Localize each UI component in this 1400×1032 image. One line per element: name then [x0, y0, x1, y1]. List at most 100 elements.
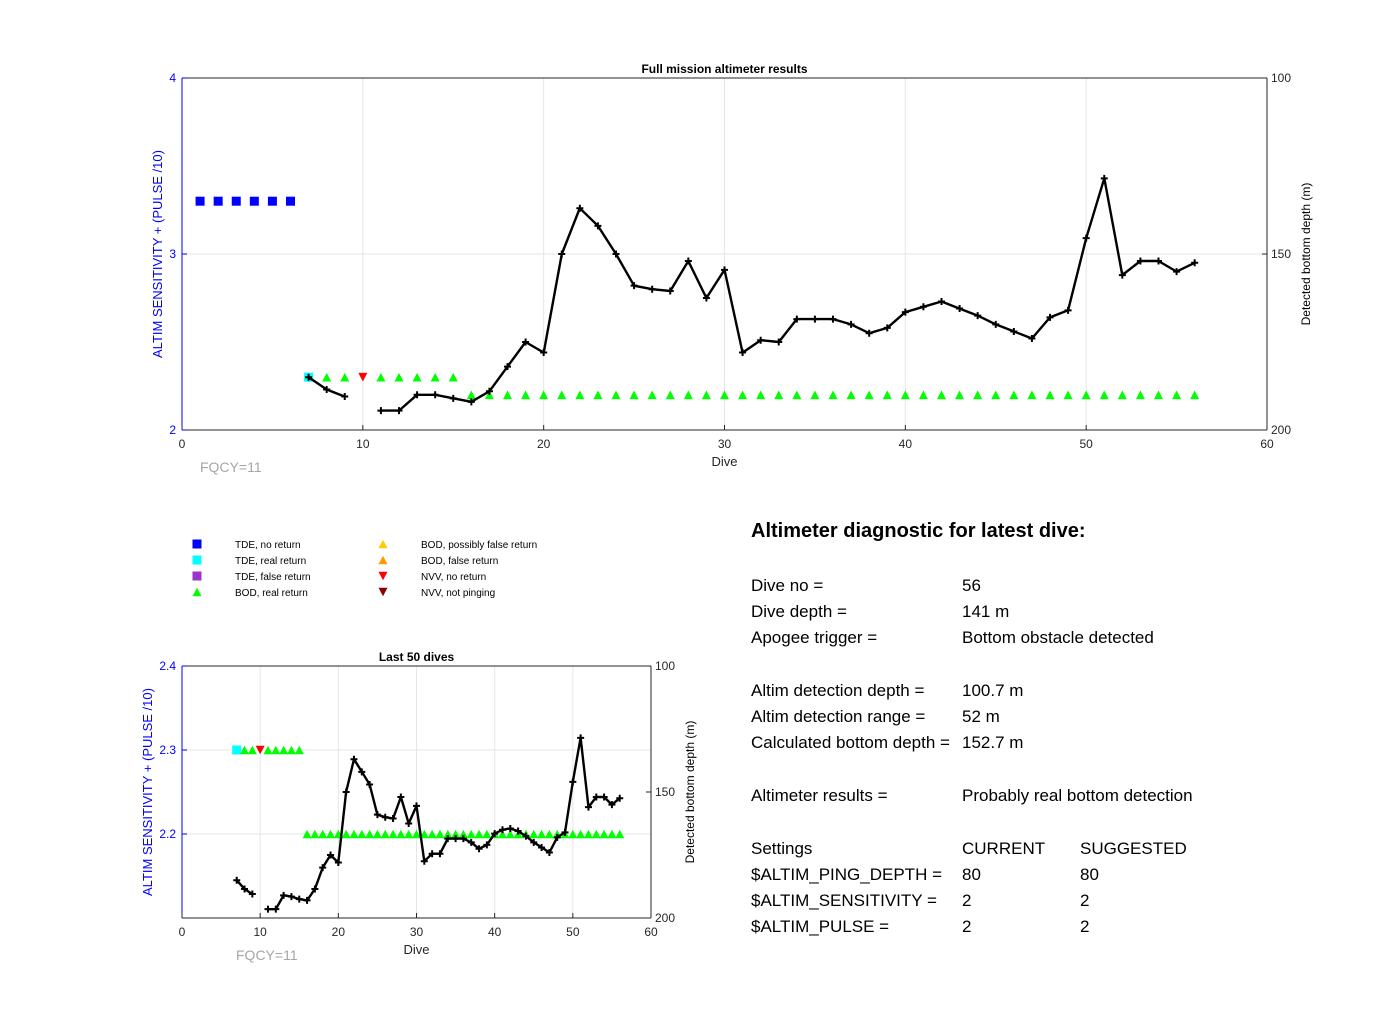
y-tick-label: 4	[169, 71, 176, 85]
bottom-depth-point	[504, 363, 511, 371]
data-point	[557, 390, 567, 400]
bottom-depth-point	[883, 324, 891, 332]
bottom-depth-point	[405, 820, 413, 827]
x-tick-label: 60	[1260, 437, 1274, 451]
bottom-depth-point	[311, 885, 319, 893]
bottom-depth-point	[775, 338, 783, 346]
data-point	[404, 829, 414, 839]
chart-full-mission: 0 10 20 30 40 50 60 2 3 4 100 150 200 Full mission al…	[150, 62, 1313, 475]
data-point	[458, 829, 468, 839]
bottom-depth-point	[358, 768, 366, 776]
legend-marker	[192, 539, 202, 549]
x-axis-label: Dive	[403, 942, 429, 957]
bottom-depth-point	[381, 813, 389, 821]
data-point	[575, 390, 585, 400]
bottom-depth-point	[449, 394, 457, 402]
x-tick-label: 20	[537, 437, 551, 451]
y2-tick-label: 200	[655, 911, 675, 925]
detection-depth-label: Altim detection depth =	[751, 681, 925, 700]
data-point	[593, 390, 603, 400]
data-point	[647, 390, 657, 400]
y2-tick-label: 150	[655, 785, 675, 799]
y2-axis-label: Detected bottom depth (m)	[683, 721, 697, 864]
bottom-depth-point	[630, 282, 638, 290]
bottom-depth-point	[1100, 174, 1108, 182]
data-point	[529, 829, 539, 839]
y2-axis-label: Detected bottom depth (m)	[1299, 183, 1313, 326]
bottom-depth-point	[467, 838, 475, 846]
apogee-trigger-label: Apogee trigger =	[751, 628, 878, 647]
bottom-depth-point	[459, 835, 467, 843]
bottom-depth-point	[577, 734, 585, 742]
data-point	[232, 745, 242, 755]
data-point	[576, 829, 586, 839]
bottom-depth-point	[395, 407, 403, 415]
data-point	[828, 390, 838, 400]
bottom-depth-point	[569, 778, 577, 786]
data-point	[537, 829, 547, 839]
bottom-depth-point	[428, 850, 436, 858]
data-point	[1027, 390, 1037, 400]
bottom-depth-point	[612, 250, 620, 258]
bottom-depth-point	[334, 859, 342, 867]
ping-depth-suggested: 80	[1080, 865, 1099, 884]
bottom-depth-point	[287, 893, 295, 901]
data-point	[412, 829, 421, 839]
data-point	[255, 745, 265, 755]
bottom-depth-point	[721, 266, 728, 274]
legend: TDE, no return TDE, real return TDE, false…	[192, 539, 537, 599]
data-point	[544, 829, 554, 839]
data-point	[521, 390, 531, 400]
data-point	[629, 390, 639, 400]
data-point	[435, 829, 445, 839]
legend-label: NVV, not pinging	[421, 588, 495, 599]
bottom-depth-point	[600, 793, 608, 801]
data-point	[430, 372, 440, 382]
data-point	[249, 196, 259, 206]
y-axis-label: ALTIM SENSITIVITY + (PULSE /10)	[140, 688, 155, 896]
data-point	[394, 372, 404, 382]
data-point	[443, 829, 453, 839]
grid-lines	[182, 78, 1267, 430]
ping-depth-current: 80	[962, 865, 981, 884]
bottom-depth-point	[233, 876, 241, 884]
legend-item-nvv-not-pinging: NVV, not pinging	[378, 587, 495, 599]
data-point	[286, 745, 296, 755]
x-tick-label: 20	[332, 925, 346, 939]
bottom-depth-point	[1046, 313, 1054, 321]
bottom-depth-point	[436, 850, 444, 858]
data-point	[267, 196, 277, 206]
bottom-depth-point	[323, 386, 331, 394]
settings-suggested-header: SUGGESTED	[1080, 839, 1187, 858]
legend-label: BOD, real return	[235, 588, 308, 599]
data-point	[864, 390, 874, 400]
bottom-depth-point	[305, 373, 313, 381]
data-point	[213, 196, 223, 206]
bottom-depth-point	[341, 393, 349, 401]
dive-no-label: Dive no =	[751, 576, 824, 595]
x-tick-label: 30	[718, 437, 732, 451]
data-point	[271, 745, 281, 755]
pulse-label: $ALTIM_PULSE =	[751, 917, 890, 936]
data-point	[279, 745, 289, 755]
data-point	[882, 390, 892, 400]
data-point	[349, 829, 359, 839]
data-point	[503, 390, 512, 400]
x-tick-label: 10	[356, 437, 370, 451]
bottom-depth-point	[666, 287, 674, 295]
legend-marker	[192, 571, 202, 581]
chart-title: Full mission altimeter results	[641, 62, 807, 76]
y-tick-label: 2.4	[159, 659, 176, 673]
x-tick-label: 40	[899, 437, 913, 451]
legend-item-bod-real-return: BOD, real return	[192, 587, 308, 599]
bottom-depth-point	[594, 222, 602, 230]
dive-no-value: 56	[962, 576, 981, 595]
bottom-depth-point	[1010, 327, 1018, 335]
x-tick-label: 40	[488, 925, 502, 939]
x-tick-label: 60	[644, 925, 658, 939]
data-point	[756, 390, 766, 400]
legend-item-bod-false-return: BOD, false return	[378, 555, 498, 567]
bottom-depth-point	[1082, 234, 1090, 242]
y2-tick-label: 200	[1271, 423, 1291, 437]
